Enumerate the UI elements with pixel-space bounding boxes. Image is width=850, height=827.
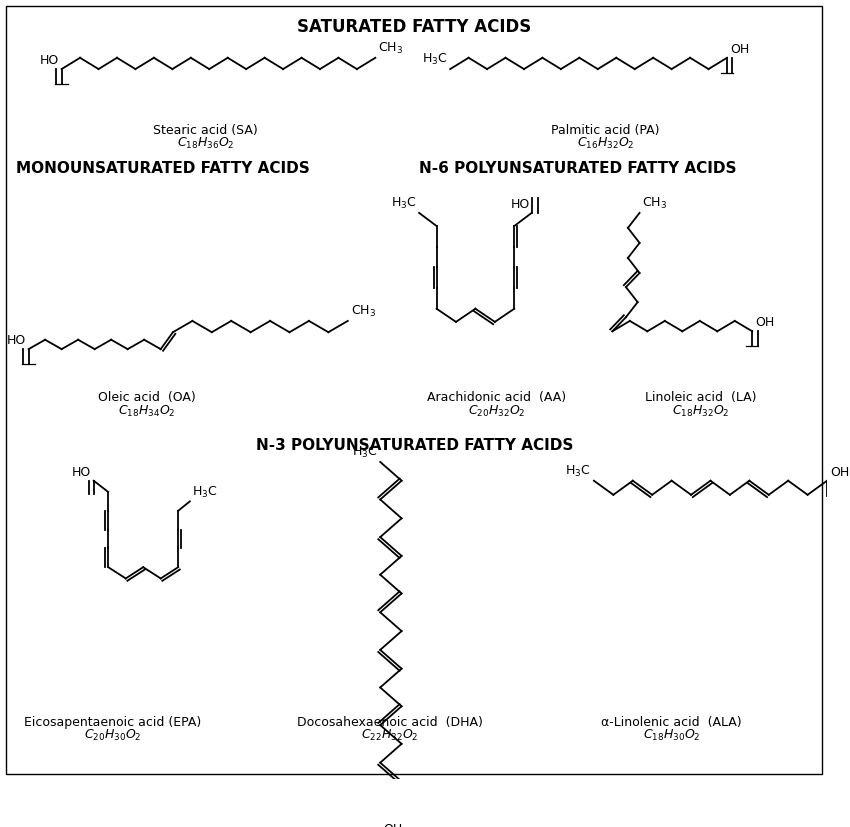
- Text: Palmitic acid (PA): Palmitic acid (PA): [552, 123, 660, 136]
- Text: N-6 POLYUNSATURATED FATTY ACIDS: N-6 POLYUNSATURATED FATTY ACIDS: [419, 161, 737, 176]
- Text: H$_3$C: H$_3$C: [192, 485, 218, 500]
- Text: OH: OH: [383, 823, 402, 827]
- Text: H$_3$C: H$_3$C: [391, 196, 416, 211]
- Text: OH: OH: [830, 466, 849, 479]
- Text: $C_{18}H_{30}O_2$: $C_{18}H_{30}O_2$: [643, 728, 700, 743]
- Text: α-Linolenic acid  (ALA): α-Linolenic acid (ALA): [601, 715, 742, 729]
- Text: Linoleic acid  (LA): Linoleic acid (LA): [645, 391, 756, 404]
- Text: HO: HO: [511, 198, 530, 211]
- Text: $C_{18}H_{34}O_2$: $C_{18}H_{34}O_2$: [118, 404, 176, 418]
- Text: H$_3$C: H$_3$C: [422, 52, 447, 67]
- Text: $C_{20}H_{32}O_2$: $C_{20}H_{32}O_2$: [468, 404, 525, 418]
- Text: H$_3$C: H$_3$C: [352, 445, 377, 460]
- Text: Stearic acid (SA): Stearic acid (SA): [153, 123, 258, 136]
- Text: CH$_3$: CH$_3$: [643, 196, 667, 211]
- Text: Arachidonic acid  (AA): Arachidonic acid (AA): [428, 391, 566, 404]
- Text: $C_{18}H_{32}O_2$: $C_{18}H_{32}O_2$: [672, 404, 729, 418]
- Text: HO: HO: [39, 55, 59, 67]
- Text: CH$_3$: CH$_3$: [378, 41, 404, 56]
- Text: Oleic acid  (OA): Oleic acid (OA): [99, 391, 196, 404]
- Text: N-3 POLYUNSATURATED FATTY ACIDS: N-3 POLYUNSATURATED FATTY ACIDS: [256, 438, 573, 453]
- Text: OH: OH: [755, 317, 774, 329]
- Text: Docosahexaenoic acid  (DHA): Docosahexaenoic acid (DHA): [297, 715, 483, 729]
- Text: $C_{18}H_{36}O_2$: $C_{18}H_{36}O_2$: [177, 136, 234, 151]
- Text: CH$_3$: CH$_3$: [351, 304, 376, 319]
- Text: MONOUNSATURATED FATTY ACIDS: MONOUNSATURATED FATTY ACIDS: [16, 161, 309, 176]
- Text: Eicosapentaenoic acid (EPA): Eicosapentaenoic acid (EPA): [25, 715, 201, 729]
- Text: $C_{20}H_{30}O_2$: $C_{20}H_{30}O_2$: [84, 728, 142, 743]
- Text: SATURATED FATTY ACIDS: SATURATED FATTY ACIDS: [298, 18, 531, 36]
- Text: HO: HO: [71, 466, 91, 479]
- Text: HO: HO: [7, 334, 26, 347]
- Text: $C_{22}H_{32}O_2$: $C_{22}H_{32}O_2$: [361, 728, 419, 743]
- Text: $C_{16}H_{32}O_2$: $C_{16}H_{32}O_2$: [577, 136, 634, 151]
- Text: OH: OH: [730, 43, 749, 56]
- Text: H$_3$C: H$_3$C: [565, 464, 591, 479]
